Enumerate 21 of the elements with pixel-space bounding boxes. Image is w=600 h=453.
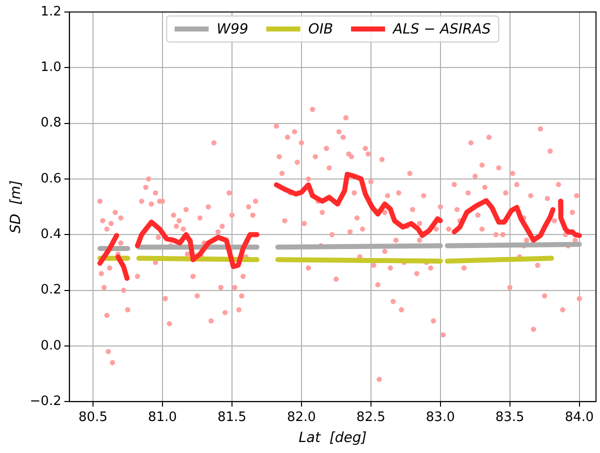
x-tick-label: 83.5	[495, 410, 524, 425]
x-tick-label: 84.0	[564, 410, 594, 425]
x-tick-label: 83.0	[426, 410, 455, 425]
y-tick-label: 0.4	[40, 227, 62, 242]
legend-label: ALS − ASIRAS	[392, 22, 491, 38]
y-tick-label: 0.0	[40, 338, 62, 354]
legend-label: OIB	[308, 22, 334, 38]
x-tick-label: 81.5	[217, 410, 246, 425]
x-axis-title: Lat [deg]	[298, 430, 367, 446]
legend-label: W99	[216, 22, 248, 38]
x-tick-label: 82.5	[356, 410, 386, 425]
y-tick-label: 0.2	[40, 282, 62, 298]
y-tick-label: −0.2	[30, 394, 62, 409]
y-tick-label: 0.6	[40, 171, 62, 186]
y-tick-label: 1.0	[40, 60, 62, 76]
x-tick-label: 82.0	[286, 410, 316, 425]
y-tick-label: 0.8	[40, 116, 62, 131]
x-tick-label: 81.0	[148, 410, 177, 425]
y-tick-label: 1.2	[40, 4, 62, 20]
y-axis-title: SD [m]	[8, 180, 24, 234]
x-tick-label: 80.5	[78, 410, 108, 425]
